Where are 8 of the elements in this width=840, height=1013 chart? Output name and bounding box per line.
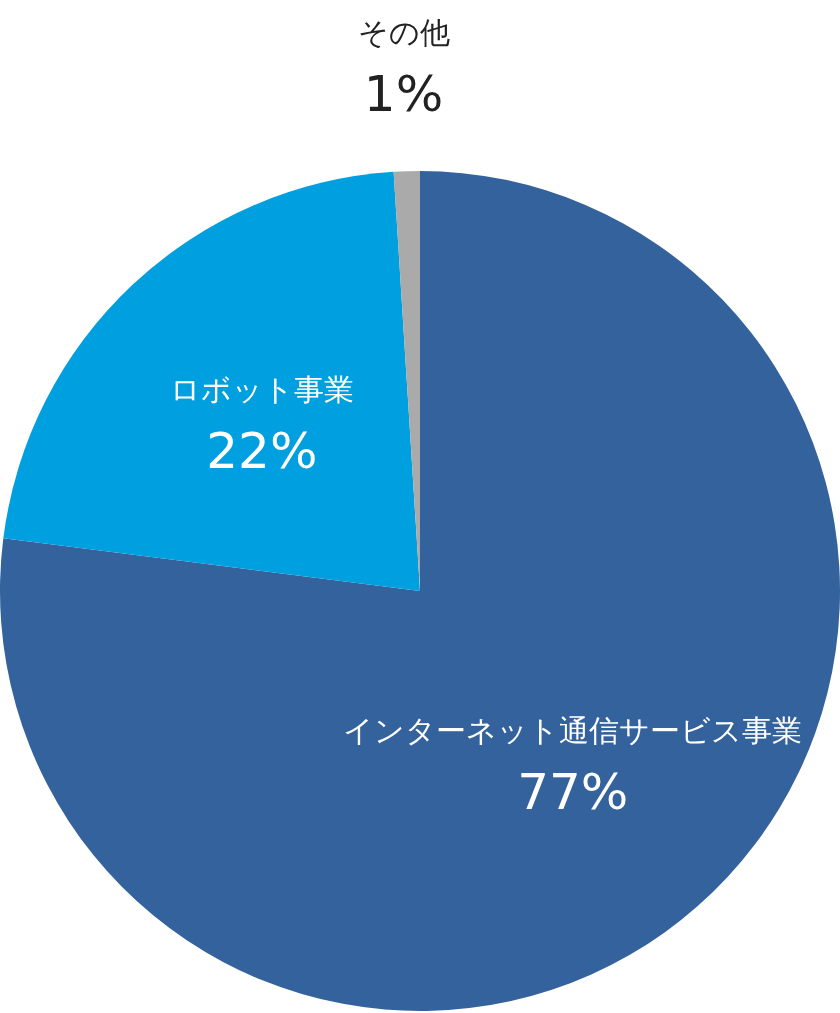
- data-label: 1%: [363, 65, 444, 124]
- pie-slice: [0, 171, 840, 1011]
- slice-label: その他: [357, 15, 450, 51]
- pie-slice: [3, 171, 420, 591]
- slice-label: インターネット通信サービス事業: [343, 713, 803, 749]
- data-label: 22%: [206, 421, 318, 480]
- data-label: 77%: [517, 763, 629, 822]
- slice-label: ロボット事業: [169, 371, 354, 407]
